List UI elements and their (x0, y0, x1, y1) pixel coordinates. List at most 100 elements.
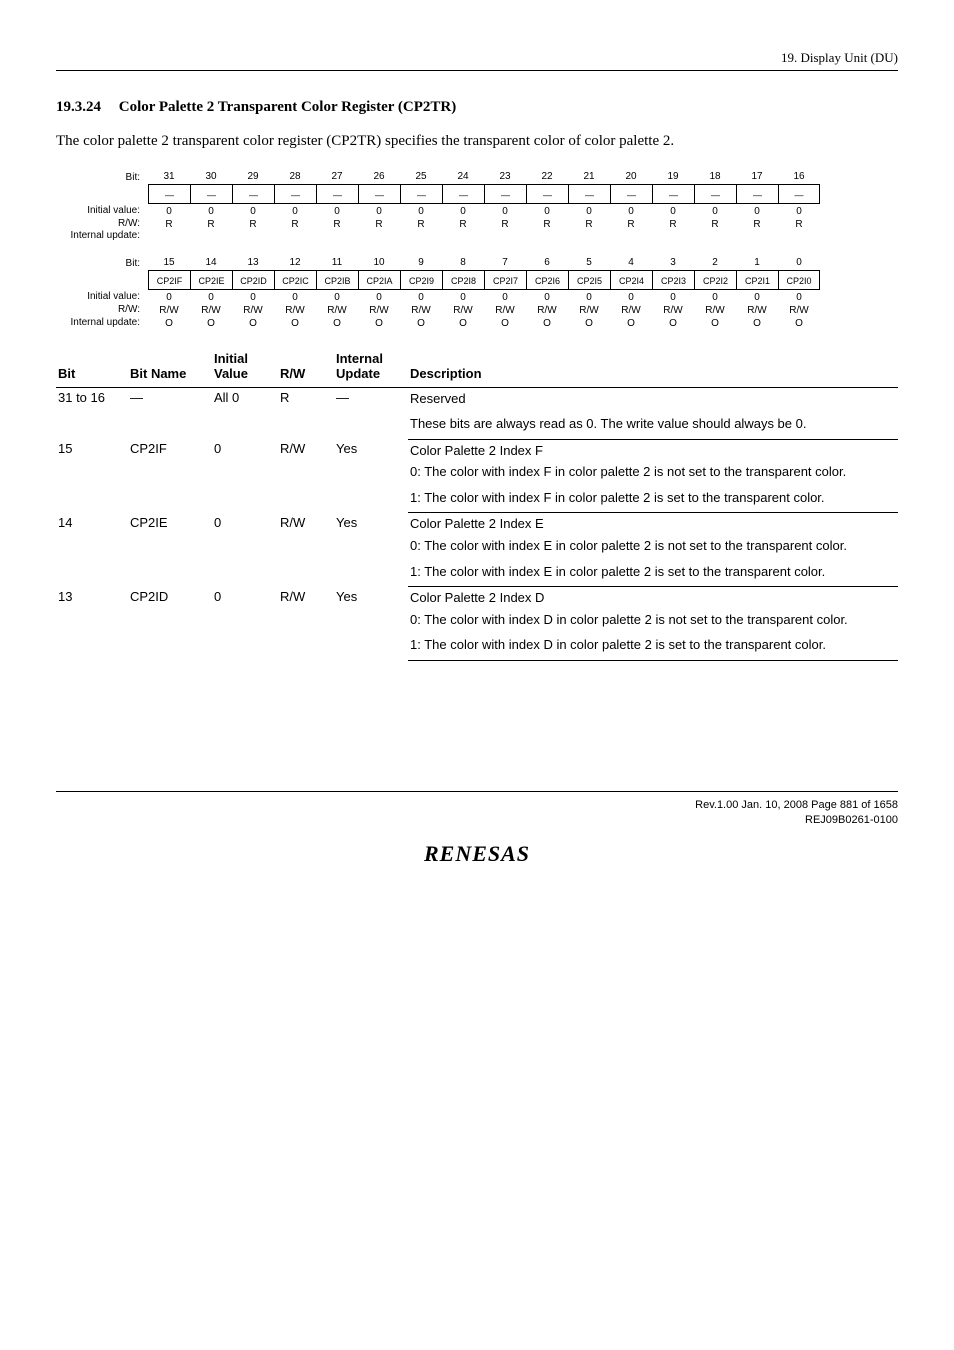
reg-cell: 0 (316, 290, 358, 303)
reg-cell (652, 234, 694, 236)
cell-description: 1: The color with index F in color palet… (408, 483, 898, 513)
reg-cell: 0 (778, 257, 820, 270)
reg-upper-rw: RRRRRRRRRRRRRRRR (148, 217, 820, 230)
cell-bit: 15 (56, 439, 128, 513)
reg-cell: O (358, 316, 400, 329)
reg-cell: 3 (652, 257, 694, 270)
cell-initial: 0 (212, 513, 278, 587)
reg-cell: 7 (484, 257, 526, 270)
reg-cell (358, 234, 400, 236)
cell-description: 0: The color with index E in color palet… (408, 535, 898, 557)
cell-initial: 0 (212, 439, 278, 513)
footer-line1: Rev.1.00 Jan. 10, 2008 Page 881 of 1658 (56, 798, 898, 813)
reg-cell: — (736, 184, 778, 204)
reg-cell: O (778, 316, 820, 329)
reg-cell: 0 (736, 204, 778, 217)
reg-cell: 0 (316, 204, 358, 217)
reg-cell: R (484, 217, 526, 230)
reg-cell (274, 234, 316, 236)
reg-cell: — (484, 184, 526, 204)
reg-cell: O (484, 316, 526, 329)
reg-cell: 6 (526, 257, 568, 270)
reg-cell: 0 (610, 290, 652, 303)
reg-cell: — (694, 184, 736, 204)
reg-cell: 22 (526, 171, 568, 184)
cell-update: Yes (334, 587, 408, 661)
renesas-logo: RENESAS (56, 841, 898, 867)
reg-cell: 0 (736, 290, 778, 303)
reg-cell: R (610, 217, 652, 230)
reg-cell: — (652, 184, 694, 204)
cell-description: These bits are always read as 0. The wri… (408, 409, 898, 439)
th-update: InternalUpdate (334, 347, 408, 388)
reg-cell: R (400, 217, 442, 230)
reg-cell: O (316, 316, 358, 329)
reg-cell: 5 (568, 257, 610, 270)
reg-cell: CP2IC (274, 270, 316, 290)
cell-name: CP2IF (128, 439, 212, 513)
reg-cell: 0 (190, 204, 232, 217)
reg-cell: 17 (736, 171, 778, 184)
reg-cell: CP2I3 (652, 270, 694, 290)
header-text: 19. Display Unit (DU) (781, 50, 898, 65)
reg-cell: R/W (190, 303, 232, 316)
reg-cell: — (568, 184, 610, 204)
reg-cell: R (190, 217, 232, 230)
cell-bit: 31 to 16 (56, 387, 128, 439)
register-diagram-lower: Bit: 1514131211109876543210 CP2IFCP2IECP… (56, 257, 898, 329)
reg-cell: 0 (400, 290, 442, 303)
reg-cell: 13 (232, 257, 274, 270)
reg-cell: 25 (400, 171, 442, 184)
cell-bit: 14 (56, 513, 128, 587)
reg-cell: 23 (484, 171, 526, 184)
reg-cell: R/W (694, 303, 736, 316)
reg-cell: CP2ID (232, 270, 274, 290)
reg-cell: R/W (400, 303, 442, 316)
reg-cell: O (652, 316, 694, 329)
reg-cell: — (232, 184, 274, 204)
reg-cell (232, 234, 274, 236)
reg-cell: 26 (358, 171, 400, 184)
reg-cell: 0 (568, 204, 610, 217)
reg-cell: R (652, 217, 694, 230)
reg-cell: R (316, 217, 358, 230)
cell-update: Yes (334, 439, 408, 513)
reg-cell: 29 (232, 171, 274, 184)
reg-cell: 0 (694, 204, 736, 217)
cell-rw: R/W (278, 513, 334, 587)
reg-cell: 0 (694, 290, 736, 303)
reg-cell: 0 (442, 204, 484, 217)
cell-description: 1: The color with index E in color palet… (408, 557, 898, 587)
reg-cell: 0 (232, 290, 274, 303)
reg-cell: 14 (190, 257, 232, 270)
reg-cell: — (190, 184, 232, 204)
reg-cell: 0 (358, 204, 400, 217)
cell-description: 0: The color with index F in color palet… (408, 461, 898, 483)
cell-name: — (128, 387, 212, 439)
cell-rw: R/W (278, 439, 334, 513)
reg-cell: 0 (526, 204, 568, 217)
reg-cell: R/W (484, 303, 526, 316)
cell-description: Color Palette 2 Index D (408, 587, 898, 609)
reg-cell: O (568, 316, 610, 329)
reg-cell: R (568, 217, 610, 230)
reg-cell: CP2I4 (610, 270, 652, 290)
reg-cell: — (400, 184, 442, 204)
reg-cell: 27 (316, 171, 358, 184)
reg-cell: 21 (568, 171, 610, 184)
reg-cell: O (694, 316, 736, 329)
reg-cell: O (232, 316, 274, 329)
reg-cell: O (274, 316, 316, 329)
reg-cell: 0 (232, 204, 274, 217)
reg-cell: 16 (778, 171, 820, 184)
reg-cell: CP2IA (358, 270, 400, 290)
reg-cell (694, 234, 736, 236)
cell-description: 1: The color with index D in color palet… (408, 630, 898, 660)
cell-description: Color Palette 2 Index F (408, 439, 898, 461)
reg-label-update: Internal update: (56, 317, 148, 328)
cell-description: 0: The color with index D in color palet… (408, 609, 898, 631)
reg-lower-update: OOOOOOOOOOOOOOOO (148, 316, 820, 329)
reg-cell (778, 234, 820, 236)
section-intro: The color palette 2 transparent color re… (56, 131, 898, 153)
cell-description: Reserved (408, 387, 898, 409)
